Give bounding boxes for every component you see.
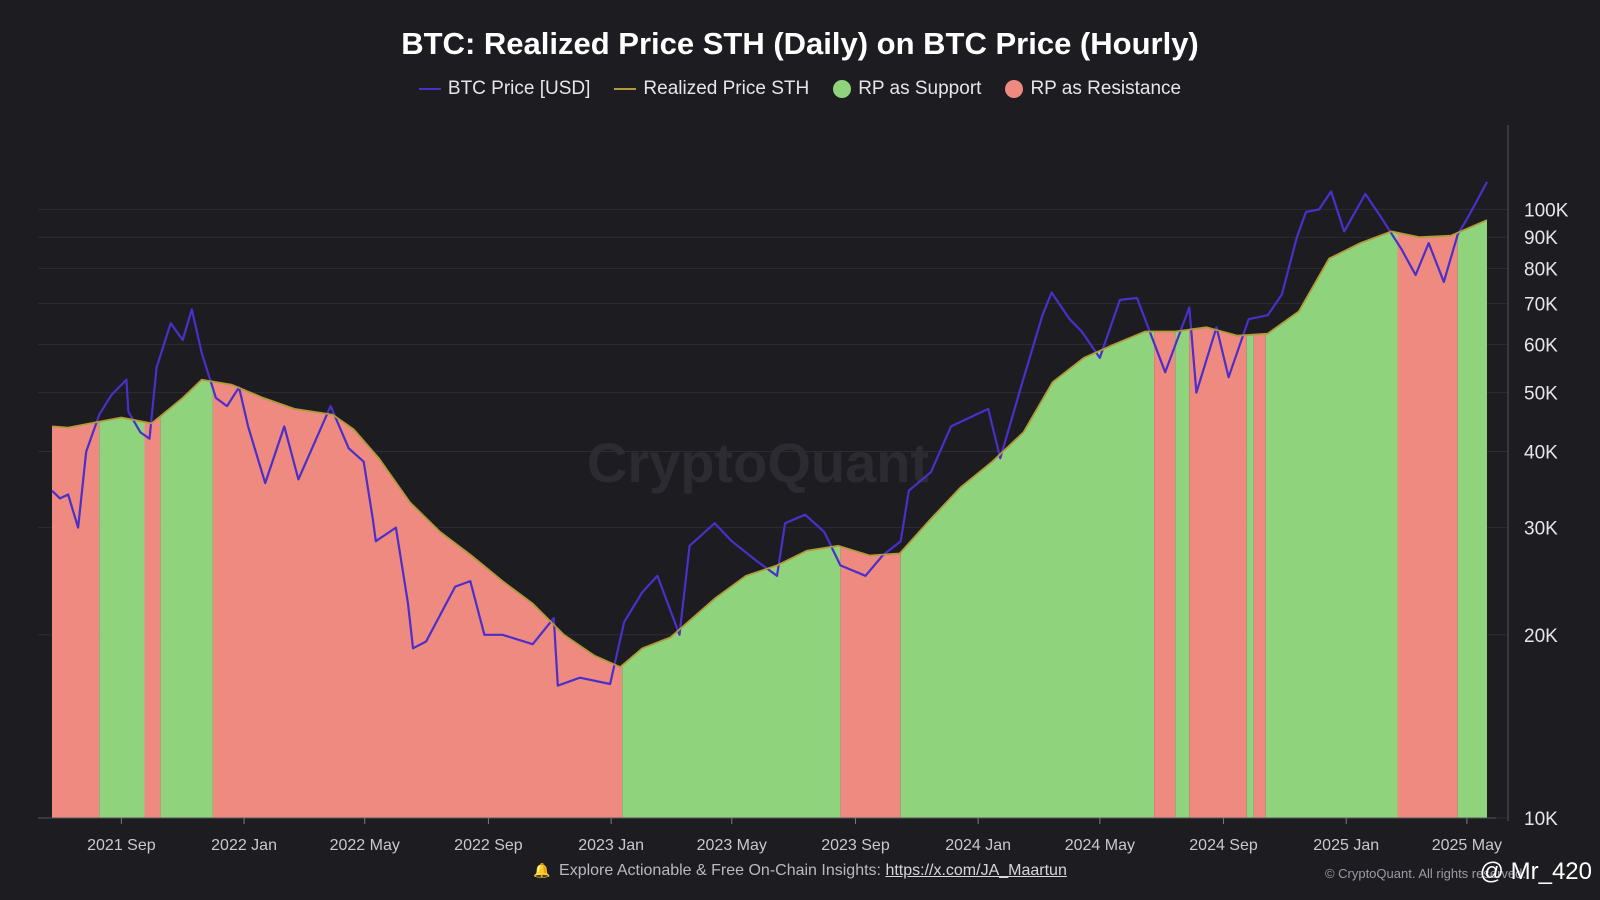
bell-icon: 🔔 (533, 862, 551, 878)
legend-swatch-btc-price (418, 88, 441, 90)
resistance-region (840, 546, 901, 818)
support-region (99, 417, 145, 818)
legend-label-realized-price-sth: Realized Price STH (643, 78, 810, 99)
legend-item-btc-price[interactable]: BTC Price [USD] (418, 78, 591, 100)
support-region (622, 546, 841, 818)
x-tick-label: 2022 Jan (211, 837, 277, 854)
footer-text: Explore Actionable & Free On-Chain Insig… (559, 862, 881, 879)
x-tick-label: 2021 Sep (87, 837, 156, 854)
x-tick-label: 2025 Jan (1313, 837, 1379, 854)
x-tick-label: 2023 May (697, 837, 767, 854)
chart-title: BTC: Realized Price STH (Daily) on BTC P… (401, 26, 1199, 61)
footer: 🔔 Explore Actionable & Free On-Chain Ins… (0, 862, 1600, 880)
support-region (1265, 231, 1398, 818)
support-region (900, 331, 1155, 818)
y-tick-label: 50K (1524, 384, 1558, 405)
legend-label-btc-price: BTC Price [USD] (447, 78, 591, 99)
x-tick-label: 2024 Sep (1189, 837, 1258, 854)
y-tick-label: 30K (1524, 519, 1558, 540)
resistance-region (1189, 327, 1247, 818)
y-tick-label: 60K (1524, 335, 1558, 356)
legend-item-rp-resistance[interactable]: RP as Resistance (1005, 78, 1181, 100)
resistance-region (212, 381, 623, 818)
resistance-region (1253, 333, 1266, 818)
support-resistance-regions (52, 220, 1487, 819)
y-tick-label: 90K (1524, 228, 1558, 249)
support-region (160, 380, 213, 818)
legend-label-rp-support: RP as Support (858, 78, 982, 99)
legend: BTC Price [USD] Realized Price STH RP as… (0, 78, 1600, 100)
y-tick-label: 80K (1524, 259, 1558, 280)
legend-swatch-realized-price-sth (614, 88, 637, 90)
x-tick-label: 2024 Jan (945, 837, 1011, 854)
legend-label-rp-resistance: RP as Resistance (1030, 78, 1182, 99)
legend-swatch-rp-resistance (1005, 80, 1024, 98)
author-handle: @ Mr_420 (1479, 858, 1592, 885)
legend-swatch-rp-support (833, 80, 852, 98)
series-lines (51, 181, 1488, 687)
btc-price-line (51, 181, 1488, 687)
support-region (1175, 329, 1190, 818)
resistance-region (144, 416, 161, 818)
footer-link[interactable]: https://x.com/JA_Maartun (885, 862, 1067, 879)
resistance-region (52, 421, 100, 818)
copyright-credit: © CryptoQuant. All rights reserved. (1324, 866, 1526, 881)
x-tick-label: 2023 Jan (578, 837, 644, 854)
legend-item-rp-support[interactable]: RP as Support (833, 78, 981, 100)
y-tick-label: 20K (1524, 626, 1558, 647)
x-tick-label: 2022 May (330, 837, 400, 854)
support-region (1457, 220, 1487, 819)
x-tick-label: 2025 May (1432, 837, 1502, 854)
watermark: CryptoQuant (587, 431, 929, 494)
x-tick-label: 2023 Sep (821, 837, 890, 854)
y-tick-label: 10K (1524, 809, 1558, 830)
x-tick-label: 2022 Sep (454, 837, 523, 854)
realized-price-sth-line (51, 219, 1488, 668)
x-tick-label: 2024 May (1065, 837, 1135, 854)
y-tick-label: 40K (1524, 443, 1558, 464)
y-tick-label: 70K (1524, 295, 1558, 316)
resistance-region (1397, 232, 1458, 819)
axes: 10K 20K 30K 40K 50K 60K 70K 80K 90K 100K 2021 Sep 2… (38, 125, 1569, 854)
legend-item-realized-price-sth[interactable]: Realized Price STH (614, 78, 809, 100)
y-tick-label: 100K (1524, 200, 1569, 221)
resistance-region (1154, 331, 1176, 818)
support-region (1246, 334, 1254, 818)
